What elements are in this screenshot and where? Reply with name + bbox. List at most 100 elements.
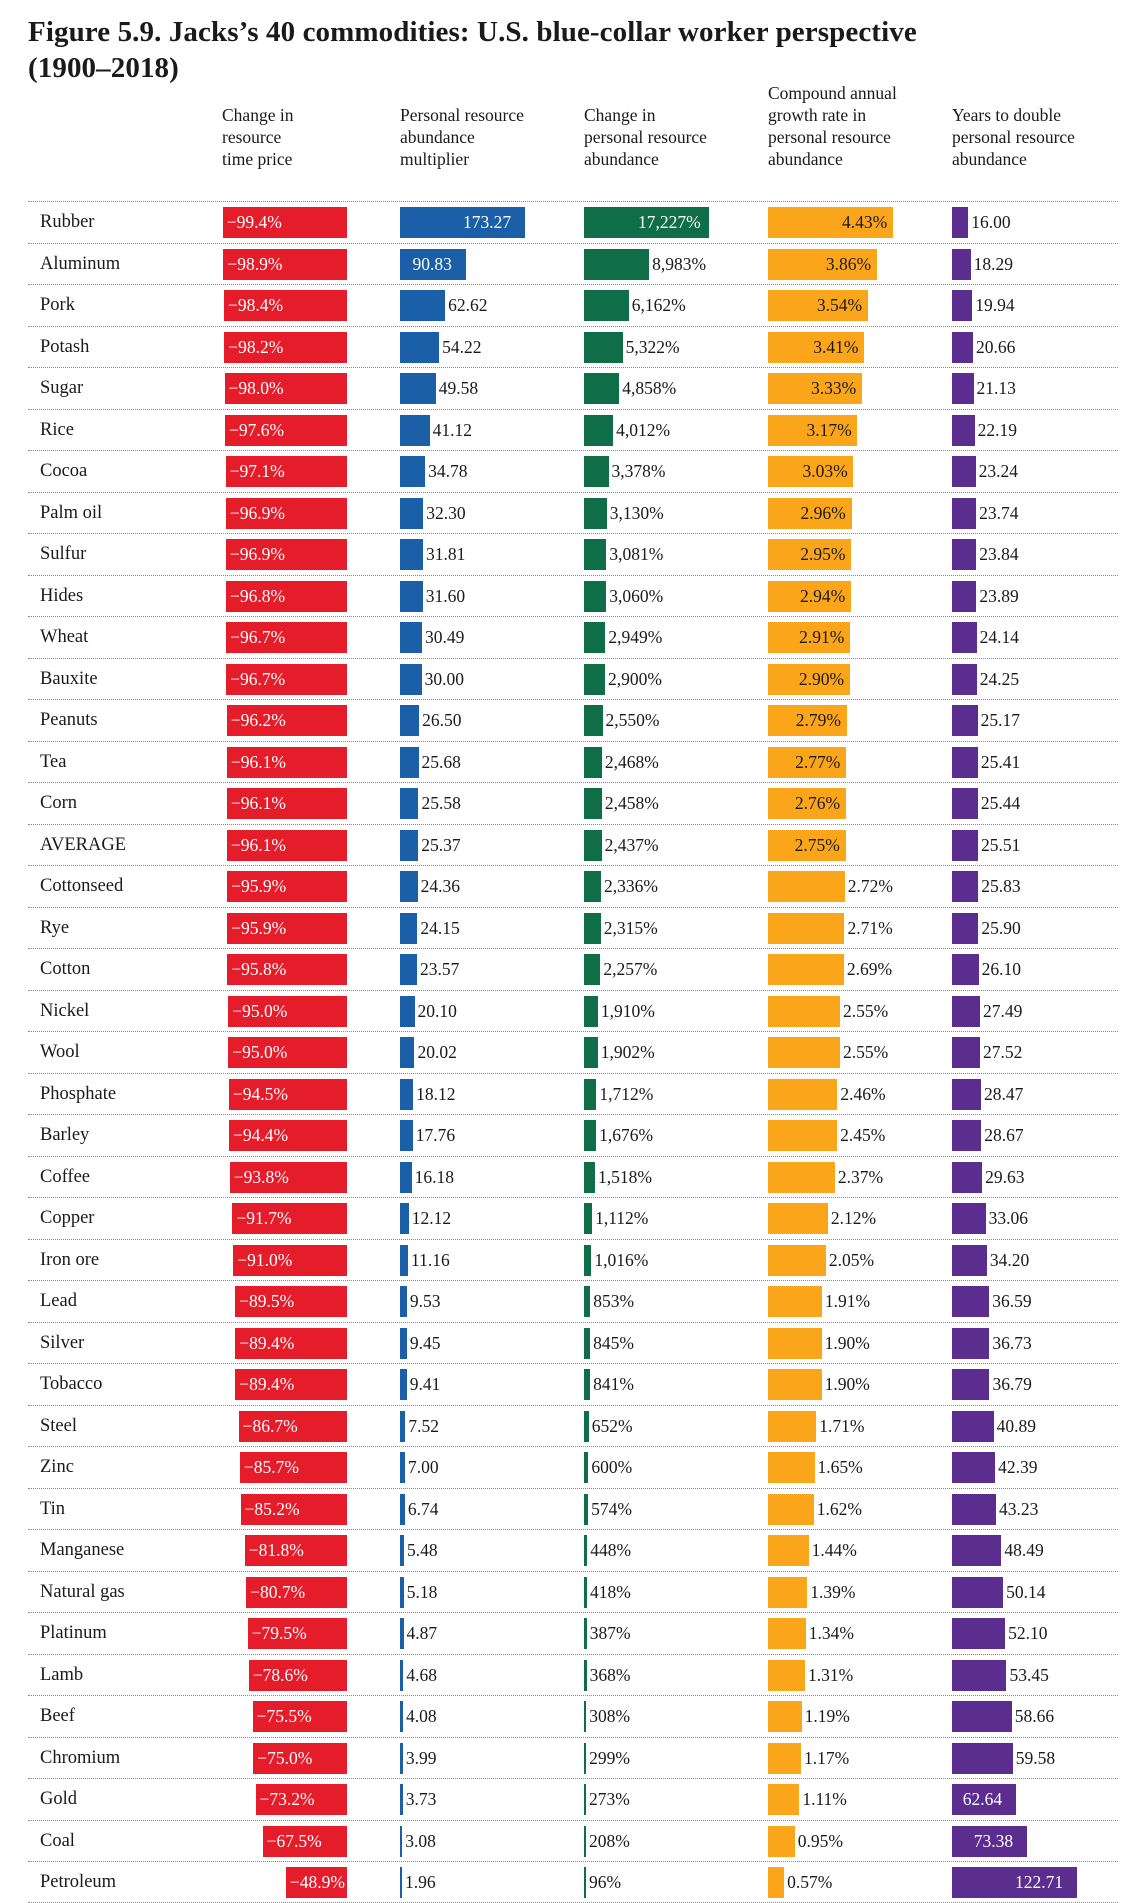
bar-cagr bbox=[768, 829, 846, 861]
bar-cagr bbox=[768, 1078, 838, 1110]
value-label-time-price: −98.2% bbox=[228, 336, 284, 357]
bar-cagr bbox=[768, 1576, 808, 1608]
value-label-cagr: 3.54% bbox=[816, 295, 863, 315]
column-header-line: abundance bbox=[400, 127, 475, 147]
bar-change bbox=[584, 912, 601, 944]
commodity-name: Zinc bbox=[40, 1457, 74, 1477]
bar-time-price bbox=[235, 1327, 347, 1359]
bar-change bbox=[584, 995, 598, 1027]
bar-cagr bbox=[768, 1410, 817, 1442]
value-label-time-price: −91.0% bbox=[237, 1249, 293, 1270]
bar-change bbox=[584, 1742, 587, 1774]
bar-multiplier bbox=[400, 1493, 405, 1525]
value-label-change: 1,910% bbox=[600, 1000, 655, 1021]
bar-time-price bbox=[240, 1493, 347, 1525]
bar-years bbox=[952, 1784, 1016, 1815]
bar-time-price bbox=[227, 954, 347, 985]
bar-multiplier bbox=[400, 456, 426, 487]
commodity-name: Platinum bbox=[40, 1623, 107, 1643]
value-label-time-price: −86.7% bbox=[242, 1415, 298, 1436]
value-label-years: 28.67 bbox=[984, 1125, 1024, 1145]
value-label-time-price: −97.1% bbox=[229, 461, 285, 481]
bar-change bbox=[584, 290, 629, 321]
value-label-time-price: −93.8% bbox=[233, 1166, 289, 1187]
table-row: Rice −97.6% 41.12 4,012% 3.17% 22.19 bbox=[28, 408, 1118, 451]
value-label-change: 2,550% bbox=[605, 710, 660, 730]
value-label-years: 59.58 bbox=[1015, 1747, 1056, 1768]
bar-multiplier bbox=[400, 1659, 404, 1691]
bar-change bbox=[584, 788, 602, 819]
value-label-time-price: −95.9% bbox=[231, 876, 287, 896]
value-label-cagr: 1.34% bbox=[808, 1623, 854, 1643]
bar-time-price bbox=[232, 1203, 347, 1234]
bar-cagr bbox=[768, 622, 851, 653]
value-label-multiplier: 25.37 bbox=[421, 834, 461, 855]
commodity-name: Tobacco bbox=[40, 1374, 103, 1394]
table-row: Corn −96.1% 25.58 2,458% 2.76% 25.44 bbox=[28, 782, 1118, 824]
value-label-change: 208% bbox=[589, 1830, 630, 1851]
value-label-multiplier: 16.18 bbox=[414, 1166, 455, 1187]
bar-change bbox=[584, 746, 602, 778]
bar-multiplier bbox=[400, 539, 423, 570]
value-label-change: 96% bbox=[589, 1872, 622, 1892]
bar-change bbox=[584, 497, 607, 529]
value-label-multiplier: 1.96 bbox=[405, 1872, 436, 1892]
bar-cagr bbox=[768, 954, 844, 985]
column-header-line: abundance bbox=[952, 149, 1027, 169]
value-label-cagr: 1.65% bbox=[817, 1457, 863, 1477]
value-label-time-price: −67.5% bbox=[266, 1830, 322, 1851]
bar-multiplier bbox=[400, 290, 446, 321]
table-row: Tobacco −89.4% 9.41 841% 1.90% 36.79 bbox=[28, 1363, 1118, 1405]
bar-change bbox=[584, 871, 601, 902]
bar-multiplier bbox=[400, 788, 419, 819]
bar-multiplier bbox=[400, 1618, 404, 1649]
bar-time-price bbox=[227, 871, 347, 902]
commodity-name: Wheat bbox=[40, 627, 89, 647]
value-label-time-price: −81.8% bbox=[248, 1540, 304, 1560]
bar-time-price bbox=[285, 1867, 347, 1898]
value-label-multiplier: 9.53 bbox=[409, 1291, 441, 1311]
bar-years bbox=[952, 995, 980, 1027]
bar-multiplier bbox=[400, 1535, 404, 1566]
value-label-change: 3,378% bbox=[611, 461, 666, 481]
bar-cagr bbox=[768, 1369, 822, 1400]
value-label-years: 62.64 bbox=[962, 1789, 1003, 1809]
value-label-change: 574% bbox=[591, 1498, 632, 1519]
bar-multiplier bbox=[400, 995, 415, 1027]
bar-multiplier bbox=[400, 1742, 403, 1774]
value-label-multiplier: 5.48 bbox=[406, 1540, 438, 1560]
commodity-name: Coal bbox=[40, 1830, 75, 1851]
value-label-multiplier: 5.18 bbox=[406, 1581, 438, 1602]
value-label-years: 23.89 bbox=[979, 585, 1019, 606]
value-label-cagr: 1.31% bbox=[807, 1664, 854, 1685]
value-label-change: 299% bbox=[589, 1747, 630, 1768]
bar-years bbox=[952, 1535, 1002, 1566]
bar-change bbox=[584, 1452, 589, 1483]
value-label-change: 2,336% bbox=[603, 876, 658, 896]
value-label-years: 36.79 bbox=[992, 1374, 1032, 1394]
value-label-multiplier: 4.87 bbox=[406, 1623, 438, 1643]
bar-change bbox=[584, 1078, 597, 1110]
value-label-multiplier: 32.30 bbox=[426, 502, 466, 523]
bar-change bbox=[584, 373, 620, 404]
value-label-change: 4,012% bbox=[616, 419, 671, 440]
value-label-cagr: 2.75% bbox=[794, 834, 840, 855]
table-row: Coffee −93.8% 16.18 1,518% 2.37% 29.63 bbox=[28, 1155, 1118, 1198]
bar-cagr bbox=[768, 1493, 814, 1525]
value-label-years: 27.52 bbox=[983, 1042, 1023, 1062]
commodity-name: Manganese bbox=[40, 1540, 125, 1560]
value-label-multiplier: 7.00 bbox=[408, 1457, 439, 1477]
value-label-cagr: 3.17% bbox=[806, 419, 852, 440]
value-label-cagr: 2.71% bbox=[847, 917, 893, 938]
bar-years bbox=[952, 539, 977, 570]
bar-cagr bbox=[768, 290, 868, 321]
value-label-cagr: 1.44% bbox=[811, 1540, 857, 1560]
bar-change bbox=[584, 414, 614, 446]
value-label-years: 16.00 bbox=[971, 212, 1011, 232]
column-header-line: abundance bbox=[768, 149, 843, 169]
bar-multiplier bbox=[400, 1244, 409, 1276]
value-label-cagr: 2.90% bbox=[798, 668, 845, 689]
figure-title-line-2: (1900–2018) bbox=[28, 52, 179, 84]
value-label-years: 25.90 bbox=[981, 917, 1021, 938]
bar-multiplier bbox=[400, 663, 422, 695]
